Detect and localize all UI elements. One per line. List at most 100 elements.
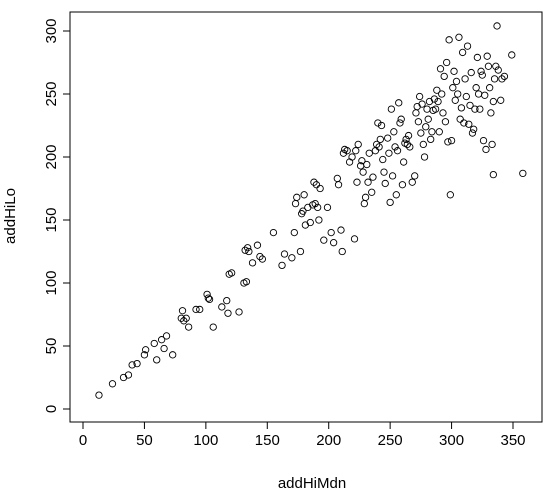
x-tick-label: 350 (500, 432, 525, 449)
data-point (363, 160, 371, 169)
data-point (413, 102, 421, 111)
data-point (288, 254, 296, 262)
x-tick-label: 200 (316, 432, 341, 449)
data-point (460, 119, 468, 127)
data-point (352, 147, 360, 155)
data-point (398, 181, 407, 189)
data-point (338, 247, 346, 256)
data-point (455, 33, 463, 41)
x-tick-label: 0 (79, 432, 87, 449)
data-point (446, 191, 454, 199)
data-point (364, 178, 372, 186)
data-point (470, 125, 478, 133)
data-point (140, 351, 149, 359)
data-point (493, 22, 501, 30)
data-point (119, 373, 128, 382)
data-point (433, 86, 441, 94)
data-point (329, 239, 338, 247)
data-point (452, 77, 461, 86)
data-point (390, 128, 398, 136)
data-point (508, 51, 516, 59)
data-point (334, 181, 343, 189)
data-point (411, 172, 419, 180)
data-point (489, 170, 497, 179)
data-point (306, 218, 314, 227)
data-point (458, 48, 467, 57)
data-point (209, 323, 217, 331)
y-tick-label: 50 (43, 338, 60, 355)
data-point (412, 109, 420, 117)
data-point (339, 149, 348, 157)
y-tick-label: 250 (43, 81, 60, 106)
data-point (492, 62, 500, 70)
x-axis-ticks: 0 50 100 150 200 250 300 350 (79, 422, 526, 449)
data-point (316, 184, 324, 193)
data-point (489, 97, 497, 106)
data-point (431, 105, 440, 113)
data-point (462, 92, 470, 101)
data-point (142, 346, 150, 354)
data-point (372, 140, 381, 149)
data-point (482, 145, 490, 154)
data-point (488, 140, 496, 149)
data-point (327, 228, 335, 237)
data-point (427, 135, 435, 144)
data-point (358, 157, 366, 165)
data-point (476, 105, 484, 113)
data-point (177, 314, 185, 322)
data-point (396, 119, 404, 127)
data-point (360, 199, 368, 208)
data-point (498, 75, 506, 83)
data-point (124, 371, 133, 379)
data-point (343, 147, 351, 155)
data-point (472, 84, 480, 92)
data-point (95, 391, 103, 399)
data-point (196, 305, 204, 314)
data-points (95, 22, 527, 399)
data-point (423, 105, 431, 113)
data-point (384, 134, 392, 142)
y-tick-label: 100 (43, 270, 60, 295)
data-point (304, 203, 312, 212)
data-point (242, 278, 251, 286)
data-point (408, 178, 416, 186)
data-point (182, 314, 190, 322)
data-point (484, 62, 493, 70)
data-point (447, 136, 456, 145)
data-point (451, 96, 459, 104)
data-point (290, 228, 298, 237)
data-point (425, 97, 434, 106)
data-point (461, 75, 469, 83)
data-point (454, 90, 462, 98)
data-point (483, 52, 491, 60)
data-point (218, 303, 226, 311)
data-point (440, 72, 448, 81)
data-point (490, 75, 499, 83)
data-point (418, 100, 426, 108)
data-point (381, 179, 389, 188)
data-point (494, 66, 502, 74)
data-point (474, 90, 483, 98)
data-point (243, 244, 252, 252)
data-point (467, 68, 475, 77)
data-point (419, 140, 427, 149)
data-point (391, 143, 399, 151)
data-point (299, 207, 307, 215)
data-point (361, 193, 370, 201)
data-point (185, 323, 193, 331)
data-point (369, 173, 377, 181)
data-point (385, 149, 393, 157)
data-point (443, 58, 451, 67)
data-point (415, 92, 424, 101)
data-point (241, 246, 249, 254)
data-point (160, 344, 168, 353)
data-point (471, 105, 479, 113)
data-point (253, 241, 262, 249)
plot-frame (69, 11, 543, 423)
data-point (387, 105, 396, 113)
data-point (248, 259, 257, 267)
x-tick-label: 250 (378, 432, 403, 449)
data-point (333, 174, 341, 183)
data-point (444, 138, 452, 146)
data-point (204, 294, 212, 302)
